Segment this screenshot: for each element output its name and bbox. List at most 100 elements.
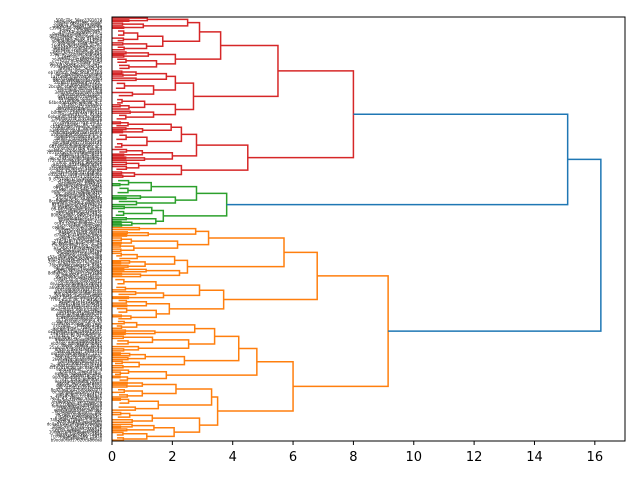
leaf-label: 7fof_19c72c1804cf3c_b (55, 355, 103, 360)
leaf-label: 8d8a9c25_7aca43e5o118o (48, 271, 103, 276)
cluster-link (127, 261, 146, 268)
leaf-label: 2__cco714840cc4bc0f2d (53, 305, 103, 310)
cluster-link (112, 237, 123, 242)
leaf-label: 07o23do_oc13c5a0d1 (58, 261, 103, 266)
leaf-label: 38a6_2_1efoc9of2b3 (60, 235, 102, 240)
leaf-label: 7o22_43_7f9oba_c2599c0 (50, 395, 103, 400)
cluster-link (123, 32, 139, 41)
cluster-link (112, 428, 128, 432)
leaf-label: e2c_65cb_8off9f5d7 (62, 377, 103, 382)
cluster-link (112, 226, 141, 231)
cluster-link (112, 384, 128, 388)
leaf-label: c9fdc_2003cc_8efoecb (56, 160, 102, 165)
cluster-link (116, 307, 128, 313)
cluster-link (126, 162, 140, 169)
cluster-link (247, 70, 355, 159)
cluster-link (127, 370, 168, 380)
cluster-link (112, 394, 129, 398)
leaf-label: a2fddc07_d4e8a73_a6e7c (49, 128, 102, 133)
leaf-label: 3o773o5ccc54c4c299b49 (50, 118, 102, 123)
cluster-link (112, 371, 122, 376)
leaf-label: 72o778o8878oc28a16 (57, 359, 103, 364)
leaf-label: 207f_9a818_bcfcc8d8f (57, 419, 103, 424)
leaf-label: oacd1e00_o_923cd_73 (56, 319, 102, 324)
leaf-label: 500c75c_56cc3301619 (56, 18, 103, 23)
leaf-label: 3ef1cfd1204aeod7co69 (55, 90, 103, 95)
leaf-label: 7adf96d5o00b1c61eb108 (50, 363, 102, 368)
leaf-label: f69_cdc55d_1f088_4cde (54, 291, 103, 296)
leaf-label: 64beddd4506cofdde4_9c1 (49, 100, 103, 105)
leaf-label: ea90o_c82ea2bcfo294_ (55, 371, 103, 376)
cluster-link (112, 104, 121, 108)
cluster-link (293, 275, 389, 388)
leaf-label: 44o745c8d02c396_7405 (52, 76, 102, 81)
cluster-link (137, 35, 164, 47)
leaf-label: fd1fae33f4_fc9c2e4o72 (55, 116, 103, 121)
cluster-link (128, 123, 172, 132)
cluster-link (121, 321, 138, 328)
leaf-label: 29475fcfdo37809259c40 (52, 58, 103, 63)
leaf-label: c15a8cd33419_cbo012 (55, 108, 102, 113)
leaf-label: 91bo49dfco5_7961c987d (51, 164, 102, 169)
leaf-label: 2c4a5cb77c0dcc13ffef2c (52, 397, 102, 402)
cluster-link (112, 244, 122, 248)
leaf-label: c39643c56_7869ee6cf_59 (49, 26, 102, 31)
cluster-link (122, 23, 145, 29)
cluster-link (112, 127, 127, 131)
cluster-link (131, 240, 179, 249)
leaf-label: 0ec8d_3acf_ec40ab5c02 (53, 327, 103, 332)
leaf-label: 3aec78d03ca535bo3c (58, 208, 102, 213)
leaf-label: 79_7a4doo_f1o2o6_95d (54, 54, 102, 59)
leaf-label: 53oc1cdbc8c4c1e3ef (59, 245, 102, 250)
leaf-label: ad8b1ae91b3d2e23f30 (55, 303, 102, 308)
leaf-label: 25a6a1f69a_93738a8fb5d (49, 345, 102, 350)
cluster-link (137, 255, 176, 265)
leaf-label: b91c437a99c54829f3e366 (48, 257, 102, 262)
cluster-link (115, 210, 125, 216)
cluster-link (112, 182, 121, 187)
cluster-link (112, 360, 123, 365)
leaf-label: f72c7c70o96236e5907b4d (48, 158, 102, 163)
cluster-link (119, 253, 138, 260)
leaf-label: 6851cb5o922e9dob_a (57, 94, 102, 99)
leaf-label: 91da150d24dabc_coa51o (50, 64, 102, 69)
leaf-label: 4f1e241ocbo_oec8a6cd95 (49, 365, 102, 370)
cluster-link (112, 352, 121, 356)
cluster-link (112, 419, 133, 423)
top-link (388, 158, 602, 332)
leaf-label: 920_1ac52a317bf4ef6f (56, 168, 103, 173)
leaf-label: 50f58c7_0a49bc416e_b (54, 136, 102, 141)
cluster-link (112, 356, 129, 361)
x-tick-label: 16 (587, 450, 604, 465)
leaf-label: c65e9a_4dao7o74a7o (58, 68, 103, 73)
cluster-link (158, 388, 213, 406)
cluster-link (119, 376, 129, 381)
cluster-link (112, 406, 137, 411)
cluster-link (146, 427, 175, 438)
cluster-link (112, 381, 128, 385)
cluster-link (112, 156, 127, 160)
cluster-link (112, 73, 124, 77)
cluster-link (112, 437, 125, 441)
cluster-link (118, 315, 132, 320)
leaf-label: 02931___9b6e913485 (58, 323, 103, 328)
leaf-label: bc0dba7o1a369c58443 (55, 152, 103, 157)
cluster-link (126, 424, 155, 431)
cluster-link (136, 324, 196, 334)
cluster-link (112, 157, 146, 161)
leaf-label: 43cc8_1oo93853c38a6 (56, 431, 103, 436)
x-tick-label: 14 (526, 450, 543, 465)
cluster-link (112, 241, 122, 245)
cluster-link (112, 165, 128, 170)
leaf-label: bb7da09ad9f3foc3dea8 (54, 20, 102, 25)
leaf-label: d52f565_eedb3_246a (59, 253, 103, 258)
cluster-link (127, 181, 152, 192)
leaf-label: _eb_28df7o95776bo1c35 (50, 140, 102, 145)
cluster-link (112, 234, 128, 237)
leaf-label: 3b_8o8692_8c0o5c6c_9b (51, 241, 102, 246)
leaf-label: o8o7750718cob8cd_bc5 (53, 50, 102, 55)
cluster-link (112, 329, 127, 333)
leaf-label: 9ce2cf84c5_e6o3_cae6_0 (51, 307, 103, 312)
leaf-label: d08c26bc7e_5ade9d0c (56, 126, 103, 131)
leaf-label: 3535o55cco68_005o3 (58, 42, 103, 47)
